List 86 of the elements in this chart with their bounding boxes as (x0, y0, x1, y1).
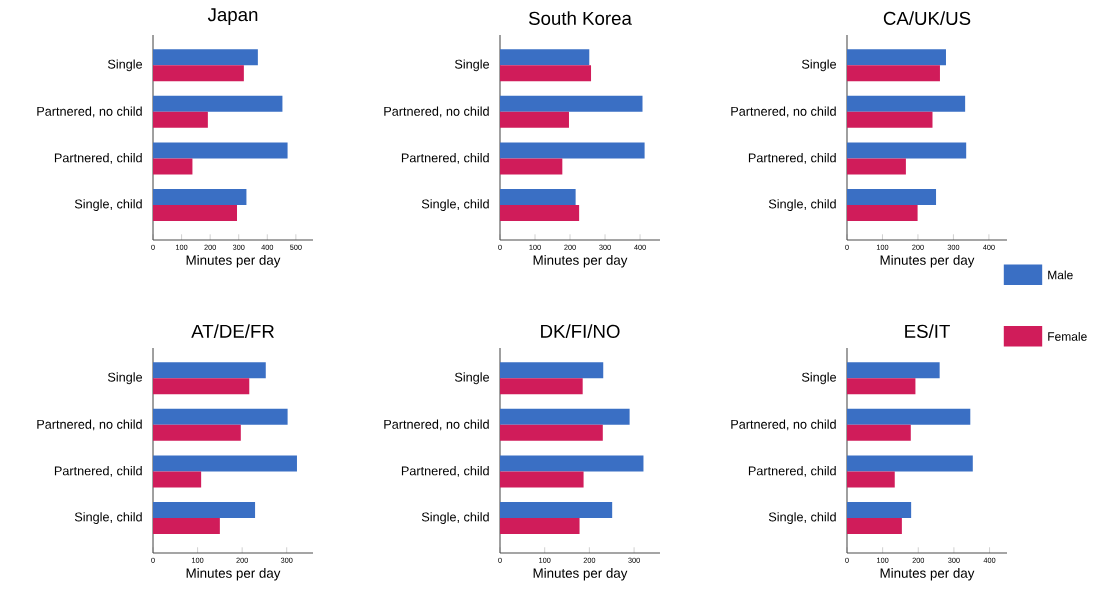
bar (153, 362, 266, 379)
y-tick-label: Single, child (421, 199, 489, 211)
x-axis-title: Minutes per day (880, 568, 975, 581)
y-tick-label: Partnered, no child (37, 106, 142, 118)
y-tick-label: Partnered, no child (731, 419, 836, 431)
y-tick-label: Partnered, child (748, 466, 836, 477)
y-tick-label: Single (801, 372, 837, 385)
bar (153, 142, 288, 159)
y-tick-label: Single, child (74, 199, 142, 211)
bar (153, 424, 241, 441)
bar (500, 471, 584, 488)
bar (847, 471, 895, 488)
bar (847, 65, 940, 82)
y-tick-label: Single (107, 59, 143, 72)
bar (500, 142, 645, 159)
bar (847, 49, 946, 66)
x-axis-title: Minutes per day (533, 568, 628, 581)
y-tick-label: Partnered, child (748, 153, 836, 164)
y-tick-label: Partnered, child (54, 466, 142, 477)
y-tick-label: Single, child (74, 512, 142, 524)
bar (153, 49, 258, 66)
bar (500, 378, 583, 395)
chart-title: AT/DE/FR (191, 324, 274, 338)
bar (153, 455, 297, 472)
y-tick-label: Single (801, 59, 837, 72)
chart-title: CA/UK/US (883, 11, 971, 25)
bar (153, 158, 193, 175)
bar (847, 95, 966, 112)
bar (500, 362, 604, 379)
bar (500, 408, 630, 425)
y-tick-label: Partnered, no child (37, 419, 142, 431)
y-tick-label: Partnered, child (401, 466, 489, 477)
bar (153, 205, 238, 222)
y-tick-label: Partnered, no child (731, 106, 836, 118)
y-tick-label: Partnered, child (401, 153, 489, 164)
bar (847, 378, 916, 395)
chart-title: South Korea (528, 11, 632, 25)
x-axis-title: Minutes per day (186, 568, 281, 581)
bar (500, 49, 590, 66)
bar (153, 518, 220, 535)
bar (847, 408, 971, 425)
chart-title: Japan (207, 8, 258, 25)
bar (500, 158, 563, 175)
bar (500, 95, 643, 112)
bar (847, 142, 967, 159)
bar (500, 502, 613, 519)
bar (847, 189, 937, 206)
y-tick-label: Single, child (768, 199, 836, 211)
bar (500, 455, 644, 472)
bar (153, 65, 244, 82)
bar (500, 424, 603, 441)
y-tick-label: Single (107, 372, 143, 385)
legend-label: Male (1048, 270, 1073, 280)
y-tick-label: Partnered, no child (384, 419, 489, 431)
bar (500, 111, 569, 128)
bar (847, 455, 973, 472)
bar (500, 65, 592, 82)
bar (847, 518, 902, 535)
bar (500, 518, 580, 535)
bar (153, 95, 283, 112)
y-tick-label: Single (454, 59, 490, 72)
chart-title: DK/FI/NO (541, 324, 620, 338)
bar (153, 471, 202, 488)
bar (153, 408, 288, 425)
bar (500, 189, 576, 206)
bar (153, 502, 256, 519)
legend-label: Female (1048, 331, 1087, 341)
bar (500, 205, 580, 222)
y-tick-label: Single (454, 372, 490, 385)
y-tick-label: Single, child (421, 512, 489, 524)
bar (847, 158, 906, 175)
bar (847, 111, 933, 128)
y-tick-label: Partnered, child (54, 153, 142, 164)
x-axis-title: Minutes per day (880, 255, 975, 268)
chart-title: ES/IT (905, 324, 950, 338)
bar (847, 205, 918, 222)
x-axis-title: Minutes per day (533, 255, 628, 268)
bar (153, 378, 250, 395)
bar (847, 362, 940, 379)
y-tick-label: Partnered, no child (384, 106, 489, 118)
bar (153, 189, 247, 206)
bar (847, 424, 911, 441)
bar (847, 502, 912, 519)
bar (153, 111, 208, 128)
x-axis-title: Minutes per day (186, 255, 281, 268)
y-tick-label: Single, child (768, 512, 836, 524)
